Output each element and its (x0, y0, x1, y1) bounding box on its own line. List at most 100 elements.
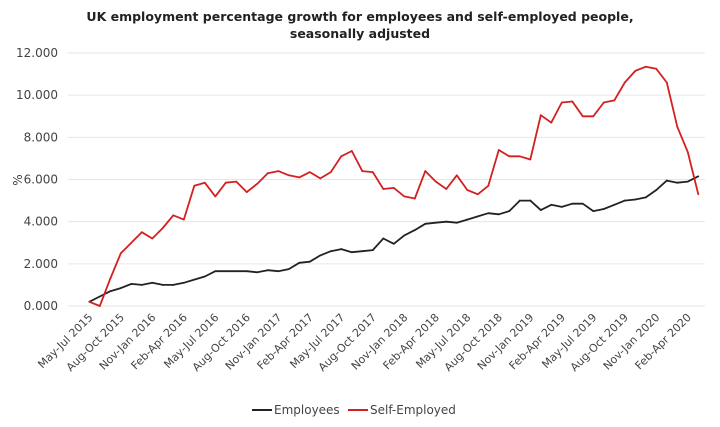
data-point (529, 158, 532, 161)
data-point (550, 203, 553, 206)
data-point (98, 305, 101, 307)
data-point (686, 180, 689, 183)
y-tick-label: 0.000 (24, 299, 58, 313)
data-point (266, 269, 269, 272)
data-point (434, 180, 437, 183)
chart-title-line-2: seasonally adjusted (290, 26, 430, 41)
data-point (487, 184, 490, 187)
legend-label-self-employed: Self-Employed (370, 403, 456, 417)
data-point (245, 270, 248, 273)
data-point (119, 287, 122, 289)
data-point (581, 115, 584, 118)
data-point (161, 227, 164, 229)
data-point (508, 155, 511, 158)
data-point (665, 81, 668, 84)
data-point (235, 270, 238, 273)
data-point (109, 277, 112, 280)
data-point (655, 67, 658, 70)
data-point (424, 170, 427, 172)
data-point (508, 210, 511, 213)
data-point (224, 181, 227, 184)
data-point (329, 171, 332, 174)
data-point (277, 170, 280, 172)
data-point (539, 114, 542, 117)
data-point (350, 150, 353, 152)
data-point (550, 121, 553, 124)
data-point (172, 214, 175, 217)
data-point (434, 221, 437, 224)
data-point (571, 100, 574, 103)
data-point (676, 125, 679, 128)
data-point (287, 268, 290, 271)
data-point (445, 188, 448, 190)
data-point (455, 221, 458, 224)
data-point (151, 281, 154, 284)
data-point (350, 251, 353, 254)
data-point (623, 199, 626, 202)
gridlines (68, 52, 705, 307)
data-point (634, 198, 637, 201)
y-tick-label: 4.000 (24, 215, 58, 229)
data-point (644, 196, 647, 199)
data-point (119, 252, 122, 255)
data-point (592, 115, 595, 118)
data-point (371, 171, 374, 174)
data-point (151, 237, 154, 240)
data-point (529, 199, 532, 202)
data-point (602, 101, 605, 104)
data-point (371, 249, 374, 252)
data-point (182, 218, 185, 221)
data-point (193, 184, 196, 187)
data-point (581, 202, 584, 205)
data-point (224, 270, 227, 273)
data-point (445, 220, 448, 223)
data-point (413, 229, 416, 232)
data-point (203, 181, 206, 184)
data-point (203, 275, 206, 278)
data-point (497, 213, 500, 216)
data-point (403, 234, 406, 237)
series-lines (88, 65, 700, 307)
legend-label-employees: Employees (274, 403, 340, 417)
data-point (340, 155, 343, 158)
data-point (476, 193, 479, 196)
data-point (424, 222, 427, 225)
data-point (235, 180, 238, 183)
data-point (277, 270, 280, 273)
data-point (602, 208, 605, 210)
data-point (697, 193, 700, 196)
data-point (266, 172, 269, 175)
data-point (413, 197, 416, 200)
data-point (392, 187, 395, 189)
data-point (298, 176, 301, 179)
data-point (539, 209, 542, 211)
data-point (287, 174, 290, 177)
legend: Employees Self-Employed (252, 403, 456, 417)
data-point (319, 177, 322, 180)
data-point (256, 182, 259, 185)
data-point (130, 282, 133, 285)
data-point (329, 250, 332, 253)
data-point (560, 206, 563, 208)
data-point (476, 215, 479, 218)
data-point (382, 237, 385, 240)
data-point (487, 212, 490, 215)
data-point (665, 179, 668, 182)
data-point (214, 195, 217, 198)
data-point (361, 170, 364, 172)
data-point (193, 278, 196, 281)
data-point (571, 202, 574, 205)
data-point (308, 171, 311, 174)
data-point (140, 284, 143, 286)
y-axis-ticks: 0.000 2.000 4.000 6.000 8.000 10.000 12.000 (16, 46, 58, 313)
data-point (623, 81, 626, 84)
data-point (697, 175, 700, 178)
data-point (634, 70, 637, 72)
data-point (361, 250, 364, 253)
data-point (298, 261, 301, 264)
data-point (109, 290, 112, 293)
data-point (518, 155, 521, 158)
data-point (676, 181, 679, 184)
